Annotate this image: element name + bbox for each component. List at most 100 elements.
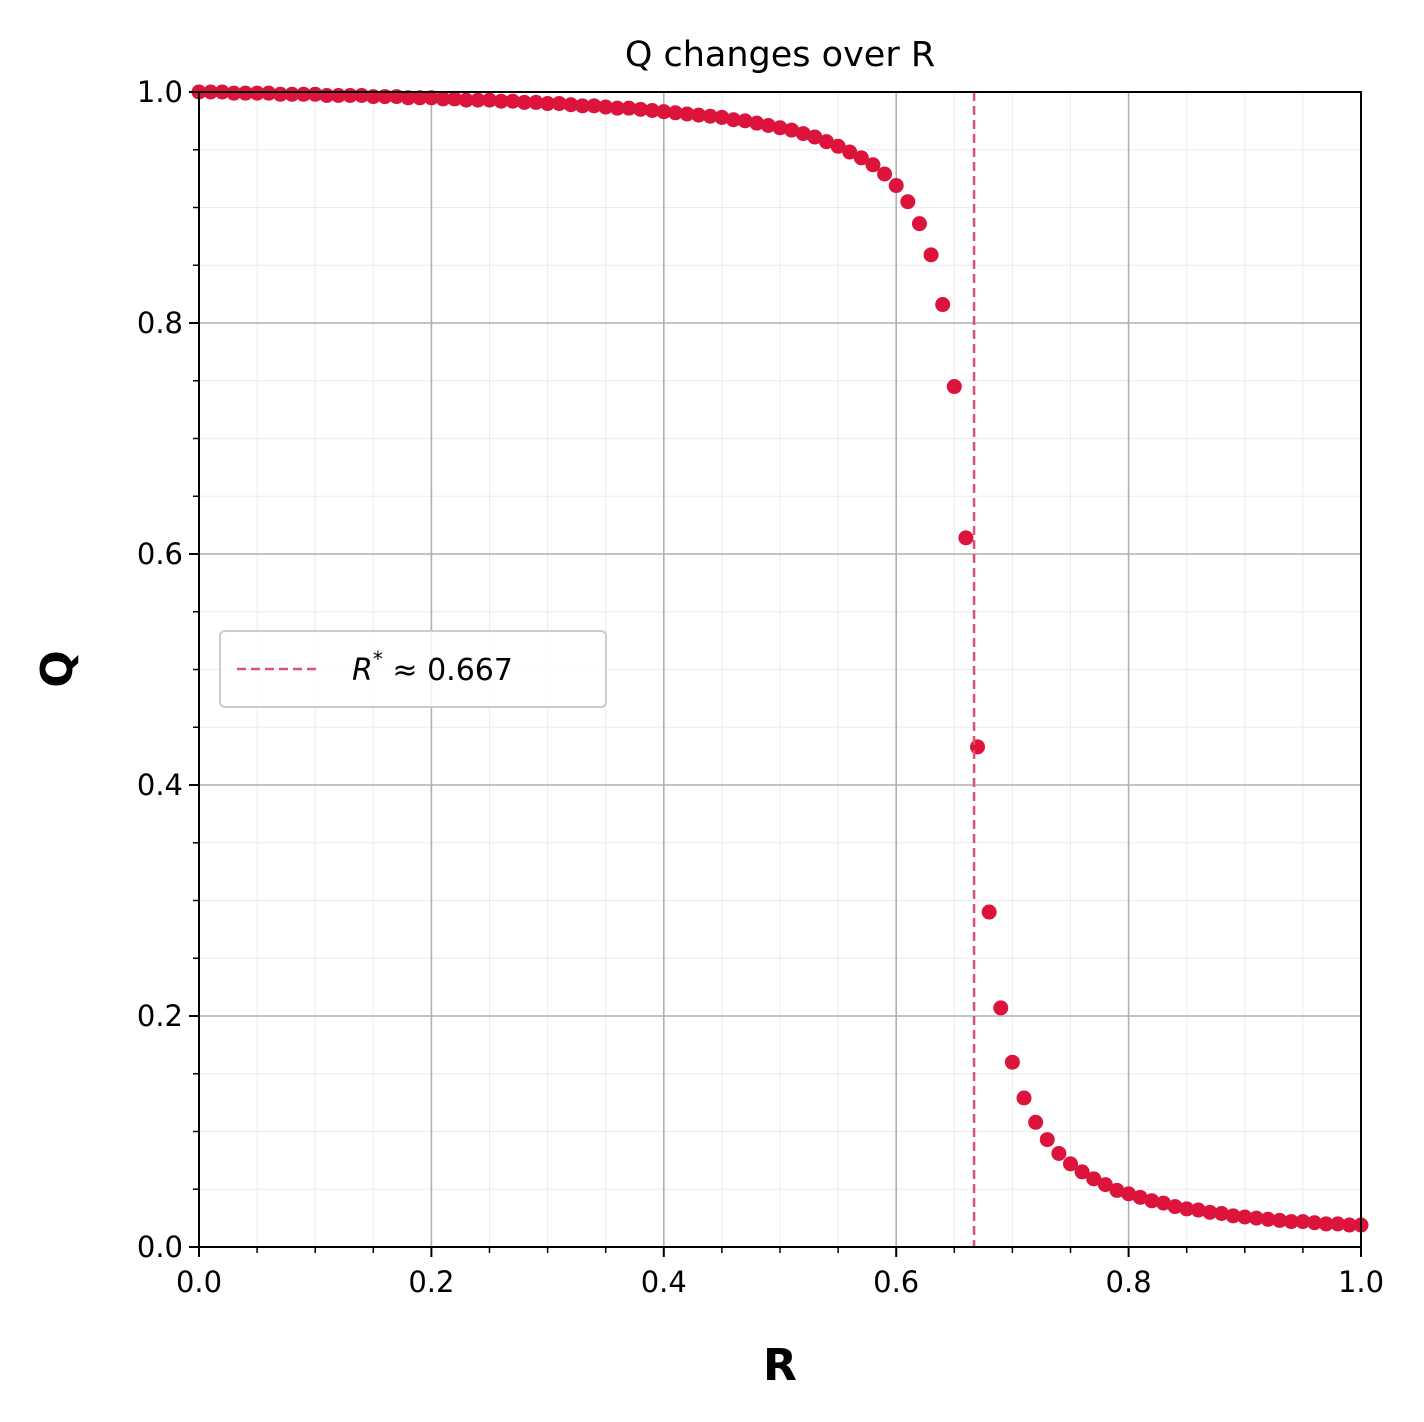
data-point — [1132, 1189, 1148, 1205]
x-axis-ticks: 0.0 0.2 0.4 0.6 0.8 1.0 — [176, 1247, 1384, 1299]
data-point — [1260, 1211, 1276, 1227]
data-point — [249, 85, 265, 101]
data-point — [1190, 1202, 1206, 1218]
data-point — [296, 86, 312, 102]
y-tick-label: 0.0 — [137, 1230, 183, 1264]
data-point — [1155, 1195, 1171, 1211]
data-point — [737, 113, 753, 129]
data-point — [877, 166, 893, 182]
data-point — [946, 379, 962, 395]
data-point — [958, 530, 974, 546]
data-point — [702, 108, 718, 124]
x-tick-label: 0.2 — [408, 1265, 454, 1299]
chart-title: Q changes over R — [625, 35, 935, 75]
data-point — [795, 126, 811, 142]
y-tick-label: 0.6 — [137, 537, 183, 571]
data-point — [470, 92, 486, 108]
data-point — [237, 85, 253, 101]
data-point — [586, 98, 602, 114]
y-axis-ticks: 0.0 0.2 0.4 0.6 0.8 1.0 — [137, 75, 199, 1264]
y-tick-label: 1.0 — [137, 75, 183, 109]
data-point — [1272, 1212, 1288, 1228]
data-point — [1028, 1114, 1044, 1130]
data-point — [888, 178, 904, 194]
x-tick-label: 0.4 — [641, 1265, 687, 1299]
legend-box — [219, 630, 607, 708]
data-point — [435, 91, 451, 107]
legend-label: R* ≈ 0.667 — [352, 647, 513, 688]
data-point — [551, 96, 567, 112]
legend-superscript: * — [373, 647, 383, 671]
data-point — [261, 85, 277, 101]
data-point — [1202, 1204, 1218, 1220]
x-tick-label: 1.0 — [1338, 1265, 1384, 1299]
x-axis-title: R — [763, 1340, 797, 1391]
data-point — [482, 92, 497, 108]
data-point — [226, 85, 242, 101]
data-point — [923, 247, 939, 263]
data-point — [307, 86, 323, 102]
data-point — [1063, 1156, 1078, 1172]
data-point — [1283, 1214, 1299, 1230]
data-point — [1167, 1199, 1183, 1215]
legend: R* ≈ 0.667 — [219, 630, 607, 708]
y-tick-label: 0.2 — [137, 999, 183, 1033]
data-point — [412, 90, 428, 106]
data-point — [644, 102, 660, 118]
data-point — [1121, 1186, 1137, 1202]
legend-value: ≈ 0.667 — [383, 653, 513, 688]
data-point — [1004, 1054, 1020, 1070]
data-point — [784, 122, 800, 138]
data-point — [609, 100, 625, 116]
data-point — [633, 101, 649, 117]
data-point — [1179, 1201, 1195, 1217]
data-point — [516, 94, 532, 110]
data-point — [1051, 1145, 1067, 1161]
data-point — [1097, 1177, 1113, 1193]
data-points — [191, 84, 1369, 1233]
data-point — [1330, 1216, 1346, 1232]
data-point — [400, 90, 416, 106]
x-tick-label: 0.8 — [1106, 1265, 1152, 1299]
data-point — [1109, 1182, 1125, 1198]
data-point — [1039, 1132, 1055, 1148]
data-point — [447, 91, 463, 107]
data-point — [563, 97, 579, 113]
data-point — [1295, 1214, 1311, 1230]
data-point — [1237, 1209, 1253, 1225]
data-point — [1086, 1171, 1102, 1187]
data-point — [691, 107, 707, 123]
data-point — [458, 92, 474, 108]
data-point — [807, 129, 823, 145]
data-point — [853, 150, 869, 166]
data-point — [272, 86, 288, 102]
legend-symbol: R — [352, 653, 373, 688]
data-point — [540, 96, 556, 112]
data-point — [598, 99, 614, 115]
data-point — [423, 90, 439, 106]
y-tick-label: 0.8 — [137, 306, 183, 340]
data-point — [528, 94, 544, 110]
data-point — [1144, 1193, 1160, 1209]
data-point — [667, 105, 683, 121]
data-point — [842, 144, 858, 160]
y-axis-title: Q — [32, 650, 83, 687]
data-point — [981, 904, 997, 920]
data-point — [505, 93, 521, 109]
data-point — [679, 106, 695, 122]
data-point — [865, 157, 881, 173]
data-point — [1318, 1216, 1334, 1232]
data-point — [1248, 1210, 1264, 1226]
data-point — [749, 115, 765, 131]
data-point — [911, 216, 927, 232]
data-point — [900, 194, 916, 210]
data-point — [1016, 1090, 1032, 1106]
data-point — [1225, 1208, 1241, 1224]
data-point — [714, 109, 730, 125]
data-point — [1307, 1215, 1323, 1231]
data-point — [760, 117, 776, 133]
data-point — [993, 1000, 1009, 1016]
data-point — [493, 93, 509, 109]
data-point — [656, 104, 672, 120]
